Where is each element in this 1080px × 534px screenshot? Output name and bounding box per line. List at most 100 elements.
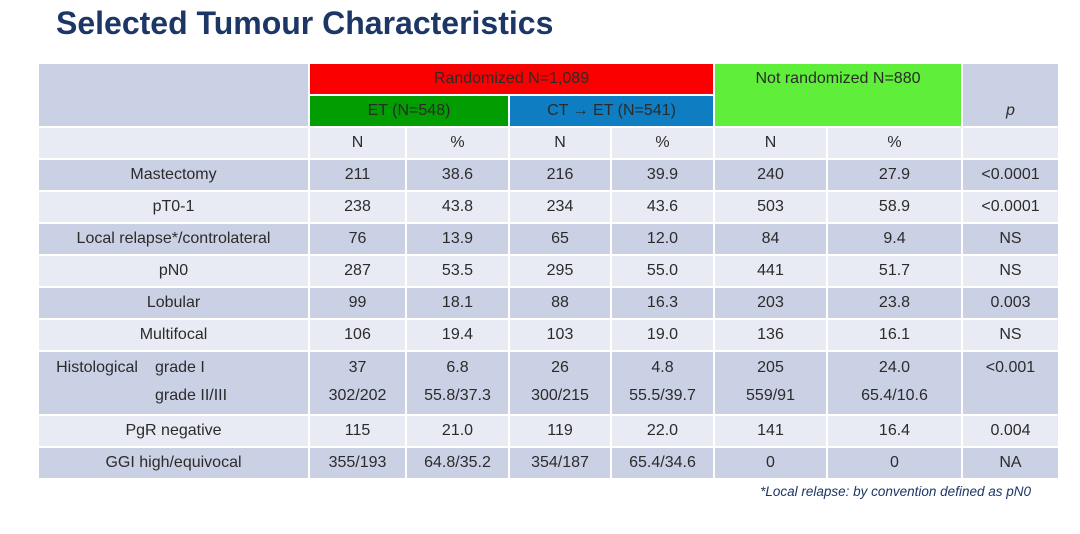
value-cell: 84 [713, 222, 828, 256]
value-cell: 136 [713, 318, 828, 352]
value-cell: 0 [826, 446, 963, 480]
ct-et-arm-header: CT → ET (N=541) [508, 94, 715, 128]
value-cell: 53.5 [405, 254, 510, 288]
value-cell: 21.0 [405, 414, 510, 448]
p-value-cell: <0.0001 [961, 158, 1060, 192]
value-cell: 23.8 [826, 286, 963, 320]
value-cell: 6.8 55.8/37.3 [405, 350, 510, 416]
p-column-header: p [961, 62, 1060, 128]
value-cell: 441 [713, 254, 828, 288]
value-cell: 115 [308, 414, 407, 448]
value-cell: 141 [713, 414, 828, 448]
row-label: Lobular [37, 286, 310, 320]
value-cell: 355/193 [308, 446, 407, 480]
table-row: Mastectomy 211 38.6 216 39.9 240 27.9 <0.0001 [37, 158, 1060, 192]
value-cell: 43.8 [405, 190, 510, 224]
value-cell: 64.8/35.2 [405, 446, 510, 480]
header-row-arms: ET (N=548) CT → ET (N=541) [38, 94, 1059, 128]
p-value-cell: NS [961, 318, 1060, 352]
p-value-cell: 0.004 [961, 414, 1060, 448]
row-label: pT0-1 [37, 190, 310, 224]
value-cell: 238 [308, 190, 407, 224]
value-cell: 216 [508, 158, 612, 192]
value-cell: 37 302/202 [308, 350, 407, 416]
row-label: Local relapse*/controlateral [37, 222, 310, 256]
value-cell: 0 [713, 446, 828, 480]
table-body: Mastectomy 211 38.6 216 39.9 240 27.9 <0.0001 pT… [37, 158, 1060, 480]
table-row: PgR negative 115 21.0 119 22.0 141 16.4 0.004 [37, 414, 1060, 448]
value-cell: 27.9 [826, 158, 963, 192]
value-cell: 9.4 [826, 222, 963, 256]
value-cell: 240 [713, 158, 828, 192]
et-pct-header: % [405, 126, 510, 160]
table-row: pT0-1 238 43.8 234 43.6 503 58.9 <0.0001 [37, 190, 1060, 224]
table-row: Lobular 99 18.1 88 16.3 203 23.8 0.003 [37, 286, 1060, 320]
value-cell: 18.1 [405, 286, 510, 320]
value-cell: 22.0 [610, 414, 715, 448]
value-cell: 38.6 [405, 158, 510, 192]
value-cell: 106 [308, 318, 407, 352]
row-label-main: Histological [56, 359, 138, 376]
value-cell: 55.0 [610, 254, 715, 288]
p-value-cell: NS [961, 222, 1060, 256]
row-label: pN0 [37, 254, 310, 288]
row-label: GGI high/equivocal [37, 446, 310, 480]
value-cell: 51.7 [826, 254, 963, 288]
table-row: GGI high/equivocal 355/193 64.8/35.2 354/18… [37, 446, 1060, 480]
value-cell: 295 [508, 254, 612, 288]
value-cell: 12.0 [610, 222, 715, 256]
et-arm-header: ET (N=548) [308, 94, 510, 128]
empty-p-cell [961, 126, 1060, 160]
value-cell: 24.0 65.4/10.6 [826, 350, 963, 416]
table-row: Multifocal 106 19.4 103 19.0 136 16.1 NS [37, 318, 1060, 352]
p-value-cell: NA [961, 446, 1060, 480]
value-cell: 354/187 [508, 446, 612, 480]
value-cell: 88 [508, 286, 612, 320]
value-cell: 211 [308, 158, 407, 192]
value-cell: 287 [308, 254, 407, 288]
value-cell: 39.9 [610, 158, 715, 192]
nr-pct-header: % [826, 126, 963, 160]
value-cell: 65.4/34.6 [610, 446, 715, 480]
randomized-header: Randomized N=1,089 [308, 62, 715, 96]
value-cell: 43.6 [610, 190, 715, 224]
value-cell: 205 559/91 [713, 350, 828, 416]
value-cell: 203 [713, 286, 828, 320]
value-cell: 16.1 [826, 318, 963, 352]
not-randomized-header: Not randomized N=880 [713, 62, 963, 128]
ct-n-header: N [508, 126, 612, 160]
table-row: Histological grade I grade II/III 37 302/2… [37, 350, 1060, 416]
value-cell: 503 [713, 190, 828, 224]
value-cell: 234 [508, 190, 612, 224]
row-label-sub: grade I grade II/III [155, 359, 228, 404]
value-cell: 26 300/215 [508, 350, 612, 416]
value-cell: 13.9 [405, 222, 510, 256]
header-row-n-pct: N % N % N % [37, 126, 1060, 160]
value-cell: 19.4 [405, 318, 510, 352]
p-value-cell: <0.001 [961, 350, 1060, 416]
p-value-cell: NS [961, 254, 1060, 288]
value-cell: 19.0 [610, 318, 715, 352]
page-title: Selected Tumour Characteristics [56, 5, 554, 41]
corner-cell [37, 62, 310, 128]
tumour-characteristics-table: Randomized N=1,089 Not randomized N=880 … [37, 62, 1060, 480]
value-cell: 76 [308, 222, 407, 256]
value-cell: 58.9 [826, 190, 963, 224]
et-n-header: N [308, 126, 407, 160]
row-label: PgR negative [37, 414, 310, 448]
table-row: pN0 287 53.5 295 55.0 441 51.7 NS [37, 254, 1060, 288]
row-label: Mastectomy [37, 158, 310, 192]
value-cell: 99 [308, 286, 407, 320]
value-cell: 119 [508, 414, 612, 448]
ct-pct-header: % [610, 126, 715, 160]
empty-label-cell [37, 126, 310, 160]
p-value-cell: <0.0001 [961, 190, 1060, 224]
value-cell: 103 [508, 318, 612, 352]
table-row: Local relapse*/controlateral 76 13.9 65 12.0… [37, 222, 1060, 256]
value-cell: 4.8 55.5/39.7 [610, 350, 715, 416]
value-cell: 16.3 [610, 286, 715, 320]
footnote: *Local relapse: by convention defined as… [760, 484, 1031, 499]
nr-n-header: N [713, 126, 828, 160]
row-label: Multifocal [37, 318, 310, 352]
